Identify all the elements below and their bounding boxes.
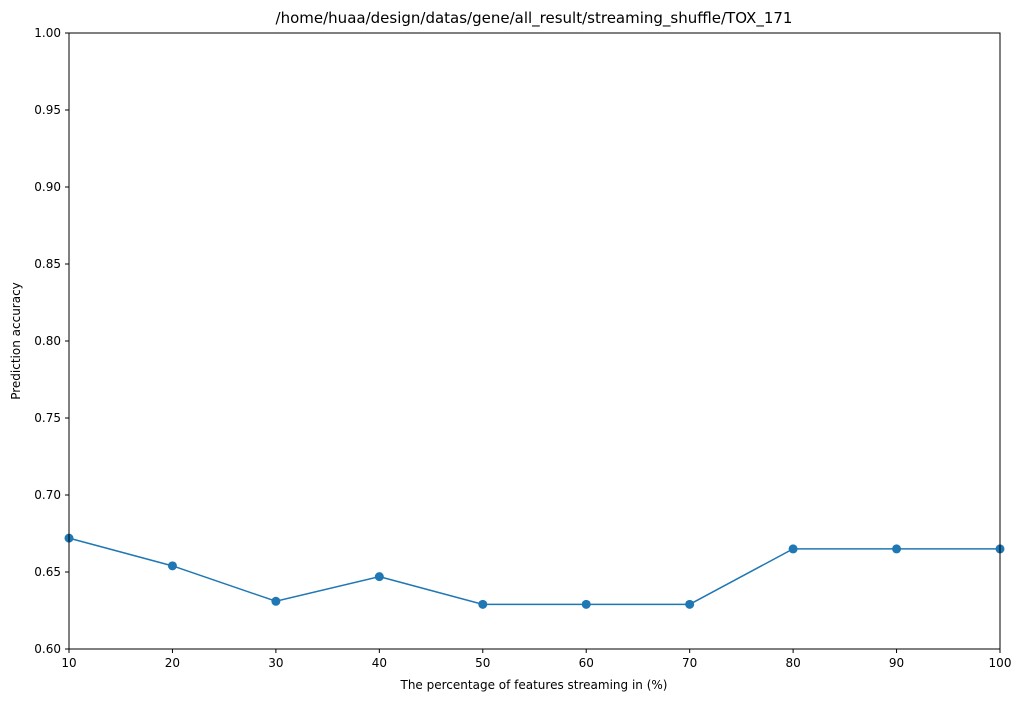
x-tick-label: 60 (579, 656, 594, 670)
series-line (68, 537, 1000, 606)
y-tick-label: 0.90 (34, 180, 61, 194)
data-point (685, 599, 695, 609)
y-tick-label: 0.65 (34, 565, 61, 579)
x-tick-label: 40 (372, 656, 387, 670)
x-tick-label: 100 (989, 656, 1012, 670)
y-axis-ticks: 0.60 0.65 0.70 0.75 0.80 0.85 0.90 0.95 1.00 (34, 26, 69, 656)
x-axis-title: The percentage of features streaming in … (400, 678, 668, 692)
y-axis-title: Prediction accuracy (9, 282, 23, 400)
x-tick-label: 70 (682, 656, 697, 670)
data-point (788, 544, 798, 554)
y-tick-label: 0.80 (34, 334, 61, 348)
x-axis-ticks: 10 20 30 40 50 60 70 80 90 100 (61, 649, 1011, 670)
x-tick-label: 10 (61, 656, 76, 670)
data-point (892, 544, 902, 554)
y-tick-label: 0.70 (34, 488, 61, 502)
data-point (478, 599, 488, 609)
x-tick-label: 30 (268, 656, 283, 670)
x-tick-label: 20 (165, 656, 180, 670)
x-tick-label: 90 (889, 656, 904, 670)
data-point (271, 596, 281, 606)
y-tick-label: 0.75 (34, 411, 61, 425)
y-tick-label: 1.00 (34, 26, 61, 40)
chart-title: /home/huaa/design/datas/gene/all_result/… (276, 9, 793, 28)
y-tick-label: 0.95 (34, 103, 61, 117)
x-tick-label: 50 (475, 656, 490, 670)
data-point (581, 599, 591, 609)
y-tick-label: 0.60 (34, 642, 61, 656)
series-layer (64, 533, 1005, 609)
y-tick-label: 0.85 (34, 257, 61, 271)
data-point (374, 572, 384, 582)
x-tick-label: 80 (785, 656, 800, 670)
data-point (167, 561, 177, 571)
